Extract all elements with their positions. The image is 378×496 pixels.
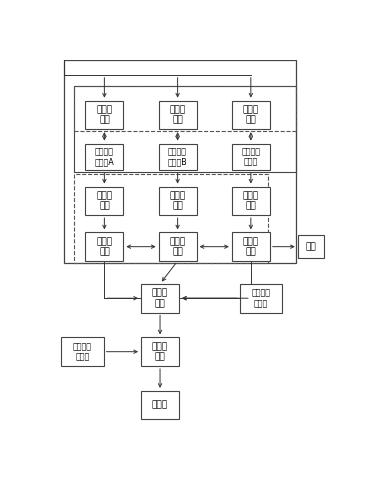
Bar xyxy=(74,86,296,131)
Bar xyxy=(159,232,197,261)
Bar xyxy=(141,284,179,312)
Text: 并网: 并网 xyxy=(305,242,316,251)
Bar xyxy=(74,174,268,263)
Text: 校定光伏
电池板A: 校定光伏 电池板A xyxy=(94,147,114,167)
Bar xyxy=(141,391,179,420)
Text: 测试光伏
电池板: 测试光伏 电池板 xyxy=(241,147,260,167)
Text: 环境温度
采集器: 环境温度 采集器 xyxy=(252,289,271,308)
Text: 云平台: 云平台 xyxy=(152,401,168,410)
Bar xyxy=(85,186,123,215)
Bar xyxy=(85,232,123,261)
Bar xyxy=(159,101,197,129)
Bar xyxy=(159,143,197,170)
Text: 微型逆
变器: 微型逆 变器 xyxy=(170,237,186,256)
Text: 温度采
集器: 温度采 集器 xyxy=(96,105,112,124)
Text: 校定光伏
电池板B: 校定光伏 电池板B xyxy=(168,147,187,167)
Bar xyxy=(232,143,270,170)
Text: 微型逆
变器: 微型逆 变器 xyxy=(243,237,259,256)
Text: 智能分
析仪: 智能分 析仪 xyxy=(152,342,168,362)
Text: 温度采
集器: 温度采 集器 xyxy=(170,105,186,124)
Text: 并网电量
结算表: 并网电量 结算表 xyxy=(73,342,92,362)
Bar xyxy=(232,186,270,215)
Text: 微型逆
变器: 微型逆 变器 xyxy=(96,237,112,256)
Bar xyxy=(298,235,324,258)
Bar xyxy=(85,143,123,170)
Bar xyxy=(141,337,179,366)
Text: 数据采
集器: 数据采 集器 xyxy=(152,289,168,308)
Bar xyxy=(240,284,282,312)
Text: 直流电
能表: 直流电 能表 xyxy=(170,191,186,210)
Bar xyxy=(74,86,296,172)
Text: 直流电
能表: 直流电 能表 xyxy=(243,191,259,210)
Bar xyxy=(64,60,296,263)
Bar xyxy=(61,337,104,366)
Bar xyxy=(232,101,270,129)
Bar xyxy=(159,186,197,215)
Bar xyxy=(232,232,270,261)
Bar xyxy=(85,101,123,129)
Text: 温度采
集器: 温度采 集器 xyxy=(243,105,259,124)
Text: 直流电
能表: 直流电 能表 xyxy=(96,191,112,210)
